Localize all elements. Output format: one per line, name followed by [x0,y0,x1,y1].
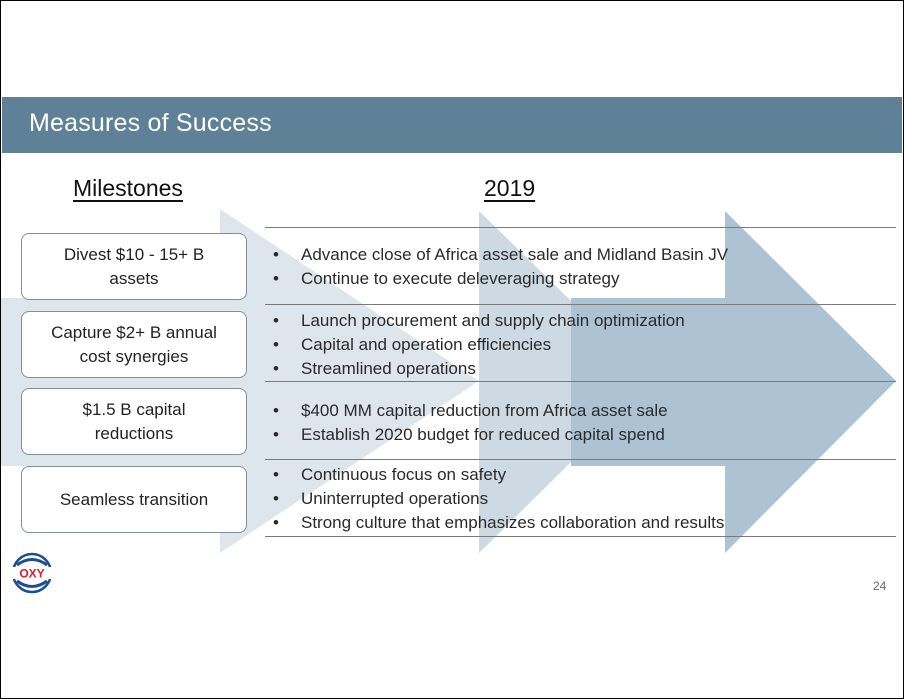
bullet-item: Establish 2020 budget for reduced capita… [273,423,668,447]
milestone-label: $1.5 B capital reductions [82,398,185,446]
bullet-item: Advance close of Africa asset sale and M… [273,243,728,267]
milestone-box-divest: Divest $10 - 15+ B assets [21,233,247,300]
milestone-box-transition: Seamless transition [21,466,247,533]
milestones-heading: Milestones [73,175,183,202]
bullet-list-row-3: $400 MM capital reduction from Africa as… [273,399,668,447]
bullet-item: Continuous focus on safety [273,463,724,487]
row-divider [265,304,896,305]
logo-text: OXY [19,567,44,581]
year-heading: 2019 [484,175,535,202]
bullet-item: Launch procurement and supply chain opti… [273,309,685,333]
row-divider [265,536,896,537]
row-divider [265,381,896,382]
milestone-label: Capture $2+ B annual cost synergies [51,321,217,369]
page-number: 24 [873,579,886,593]
bullet-item: Continue to execute deleveraging strateg… [273,267,728,291]
oxy-logo: OXY [11,552,53,594]
bullet-item: Strong culture that emphasizes collabora… [273,511,724,535]
milestone-box-synergies: Capture $2+ B annual cost synergies [21,311,247,378]
row-divider [265,459,896,460]
bullet-item: Capital and operation efficiencies [273,333,685,357]
bullet-list-row-4: Continuous focus on safety Uninterrupted… [273,463,724,535]
bullet-list-row-2: Launch procurement and supply chain opti… [273,309,685,381]
bullet-item: Uninterrupted operations [273,487,724,511]
row-divider [265,227,896,228]
bullet-item: Streamlined operations [273,357,685,381]
milestone-label: Seamless transition [60,488,208,512]
milestone-box-capital: $1.5 B capital reductions [21,388,247,455]
bullet-item: $400 MM capital reduction from Africa as… [273,399,668,423]
bullet-list-row-1: Advance close of Africa asset sale and M… [273,243,728,291]
milestone-label: Divest $10 - 15+ B assets [64,243,204,291]
